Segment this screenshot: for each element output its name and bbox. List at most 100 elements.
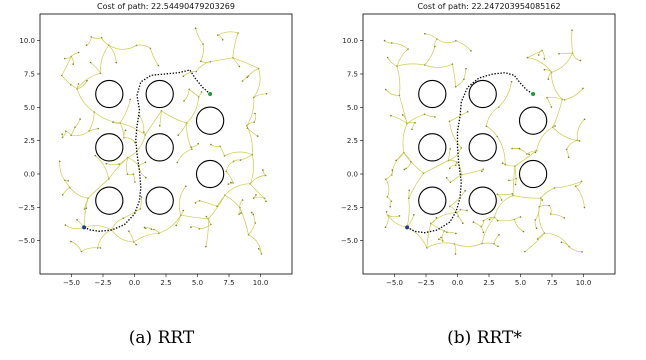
tree-edge	[123, 137, 136, 143]
tree-node	[63, 57, 66, 60]
tree-edge	[441, 230, 445, 241]
tree-edge	[232, 57, 240, 67]
tree-edge	[180, 214, 209, 220]
tree-edge	[461, 168, 484, 176]
x-tick-label: 2.5	[160, 279, 171, 287]
tree-edge	[70, 52, 79, 57]
tree-edge	[158, 215, 182, 234]
tree-edge	[448, 148, 451, 161]
tree-node	[105, 162, 108, 165]
tree-node	[157, 64, 160, 67]
tree-node	[401, 114, 404, 116]
tree-node	[86, 79, 88, 82]
tree-node	[550, 213, 552, 215]
tree-edge	[262, 170, 266, 176]
tree-node	[140, 196, 143, 198]
goal-point	[208, 92, 213, 96]
tree-edge	[224, 151, 253, 157]
tree-edge	[508, 178, 517, 181]
tree-edge	[423, 160, 449, 174]
tree-edge	[83, 225, 112, 231]
obstacle-circle	[468, 133, 497, 162]
tree-edge	[145, 110, 162, 135]
tree-node	[177, 134, 179, 136]
tree-node	[182, 209, 185, 212]
tree-edge	[456, 162, 462, 175]
tree-edge	[133, 174, 136, 183]
tree-node	[522, 230, 525, 233]
tree-node	[466, 110, 469, 113]
tree-edge	[406, 113, 425, 124]
tree-edge	[87, 178, 110, 199]
tree-node	[254, 112, 256, 115]
tree-edge	[493, 234, 500, 244]
tree-edge	[449, 190, 466, 207]
tree-edge	[486, 106, 499, 127]
tree-edge	[199, 224, 212, 230]
tree-edge	[405, 161, 412, 169]
tree-edge	[389, 201, 392, 207]
tree-node	[578, 140, 581, 142]
tree-edge	[62, 187, 70, 195]
tree-edge	[183, 71, 197, 77]
tree-edge	[551, 52, 573, 73]
obstacle-circle	[518, 106, 548, 135]
tree-edge	[387, 196, 392, 202]
tree-node	[190, 226, 192, 228]
tree-edge	[406, 226, 428, 248]
tree-node	[519, 216, 522, 218]
x-tick-label: 7.5	[546, 279, 557, 287]
tree-node	[536, 238, 539, 240]
tree-edge	[548, 205, 552, 215]
tree-edge	[239, 207, 249, 235]
tree-node	[143, 226, 146, 229]
tree-node	[563, 217, 566, 219]
tree-node	[558, 53, 560, 55]
x-tick-label: 0.0	[452, 279, 463, 287]
tree-node	[135, 243, 137, 246]
tree-node	[200, 91, 203, 93]
tree-edge	[248, 234, 262, 254]
tree-edge	[388, 215, 400, 218]
tree-edge	[247, 127, 258, 137]
y-tick-label: 0.0	[347, 171, 358, 179]
tree-edge	[436, 38, 457, 43]
tree-node	[194, 202, 197, 204]
tree-edge	[486, 125, 498, 137]
panel-rrt: Cost of path: 22.54490479203269 −5.0 −2.5 0…	[18, 2, 293, 348]
tree-edge	[74, 118, 81, 128]
tree-edge	[190, 226, 200, 230]
tree-edge	[387, 215, 408, 228]
tree-node	[464, 189, 466, 192]
tree-node	[70, 240, 72, 243]
tree-node	[227, 183, 230, 185]
tree-edge	[497, 219, 515, 222]
tree-edge	[544, 232, 570, 247]
tree-node	[582, 87, 584, 90]
tree-edge	[100, 44, 110, 74]
tree-edge	[93, 111, 121, 124]
obstacle-circle	[418, 79, 447, 109]
tree-node	[255, 194, 257, 196]
tree-edge	[83, 198, 89, 228]
tree-node	[500, 199, 503, 201]
tree-edge	[538, 206, 545, 234]
tree-edge	[396, 66, 401, 96]
y-tick-label: −2.5	[341, 204, 358, 212]
tree-node	[230, 181, 232, 184]
tree-edge	[138, 161, 146, 166]
tree-edge	[481, 217, 495, 244]
tree-edge	[97, 229, 112, 248]
y-tick-label: 2.5	[347, 137, 358, 145]
tree-node	[64, 224, 67, 226]
tree-edge	[524, 232, 545, 252]
tree-edge	[391, 42, 409, 50]
tree-edge	[210, 144, 221, 147]
tree-edge	[430, 223, 445, 232]
tree-edge	[224, 183, 251, 196]
tree-node	[398, 215, 401, 217]
tree-node	[472, 221, 475, 223]
tree-edge	[71, 130, 90, 137]
tree-edge	[411, 122, 416, 130]
tree-edge	[547, 72, 552, 80]
